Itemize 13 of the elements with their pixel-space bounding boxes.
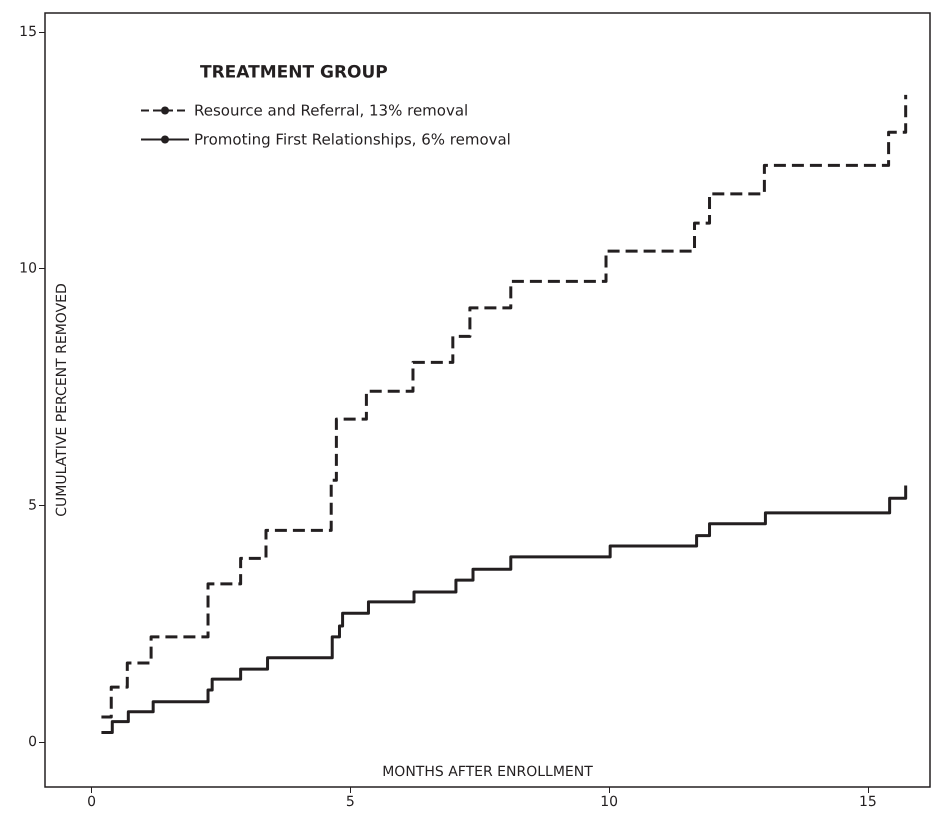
y-tick-label: 0 [28,734,37,750]
y-tick-label: 10 [19,260,37,277]
y-tick-label: 15 [19,24,37,40]
legend-title: TREATMENT GROUP [200,62,388,82]
x-tick-label: 0 [87,794,96,810]
legend-label: Resource and Referral, 13% removal [194,102,468,120]
x-axis-title: MONTHS AFTER ENROLLMENT [382,764,594,780]
legend-label: Promoting First Relationships, 6% removal [194,130,511,148]
y-axis-title: CUMULATIVE PERCENT REMOVED [54,283,70,517]
x-tick-label: 15 [858,794,877,810]
y-tick-label: 5 [28,497,37,514]
x-tick-label: 5 [346,794,355,810]
x-tick-label: 10 [600,794,618,810]
